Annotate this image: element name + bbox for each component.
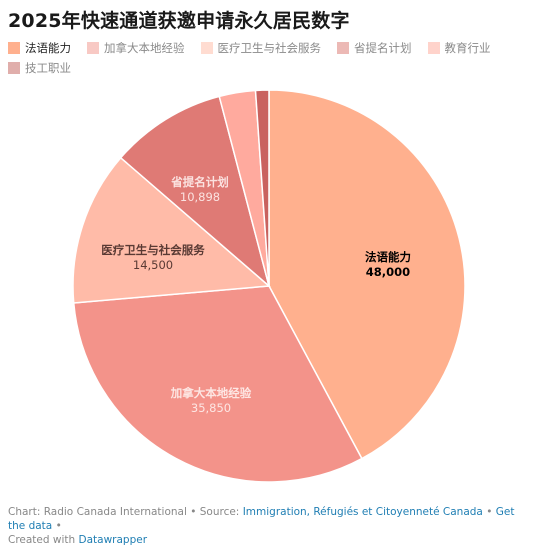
legend-swatch (337, 42, 349, 54)
footer-separator: • (482, 506, 496, 518)
legend-label: 技工职业 (25, 61, 71, 75)
slice-value: 48,000 (366, 265, 410, 279)
slice-value: 35,850 (191, 401, 231, 415)
slice-value: 10,898 (180, 190, 220, 204)
slice-label: 加拿大本地经验 (170, 386, 252, 400)
legend-item[interactable]: 技工职业 (8, 60, 71, 76)
slice-value: 14,500 (133, 258, 173, 272)
legend-label: 加拿大本地经验 (104, 41, 185, 55)
legend-swatch (427, 42, 440, 54)
legend-swatch (200, 42, 213, 54)
legend-item[interactable]: 省提名计划 (337, 40, 412, 56)
footer: Chart: Radio Canada International • Sour… (8, 505, 528, 547)
datawrapper-link[interactable]: Datawrapper (78, 534, 148, 546)
legend-label: 法语能力 (25, 41, 71, 55)
pie-slice[interactable] (72, 156, 271, 304)
legend-item[interactable]: 加拿大本地经验 (87, 40, 185, 56)
legend-label: 医疗卫生与社会服务 (217, 41, 322, 55)
get-data-link[interactable]: Get the data (8, 506, 515, 532)
slice-label: 法语能力 (365, 250, 411, 264)
legend-swatch (8, 62, 20, 74)
footer-credit: Chart: Radio Canada International • Sour… (8, 506, 243, 518)
legend: 法语能力 加拿大本地经验 医疗卫生与社会服务 省提名计划 教育行业技工职业 (8, 40, 528, 76)
source-link[interactable]: Immigration, Réfugiés et Citoyenneté Can… (242, 506, 483, 518)
legend-label: 教育行业 (444, 41, 491, 55)
legend-swatch (8, 42, 20, 54)
legend-swatch (87, 42, 99, 54)
pie-slice[interactable] (254, 89, 270, 287)
chart-title: 2025年快速通道获邀申请永久居民数字 (8, 10, 350, 32)
footer-separator-2: • (52, 520, 62, 532)
legend-label: 省提名计划 (354, 41, 412, 55)
slice-label: 医疗卫生与社会服务 (101, 243, 205, 257)
pie-slice[interactable] (119, 95, 271, 289)
footer-created: Created with (8, 534, 79, 546)
legend-item[interactable]: 法语能力 (8, 40, 71, 56)
slice-label: 省提名计划 (170, 175, 229, 189)
pie-slice[interactable] (268, 89, 466, 460)
legend-item[interactable]: 医疗卫生与社会服务 (200, 40, 322, 56)
legend-item[interactable]: 教育行业 (427, 40, 491, 56)
pie-slice[interactable] (72, 285, 363, 483)
